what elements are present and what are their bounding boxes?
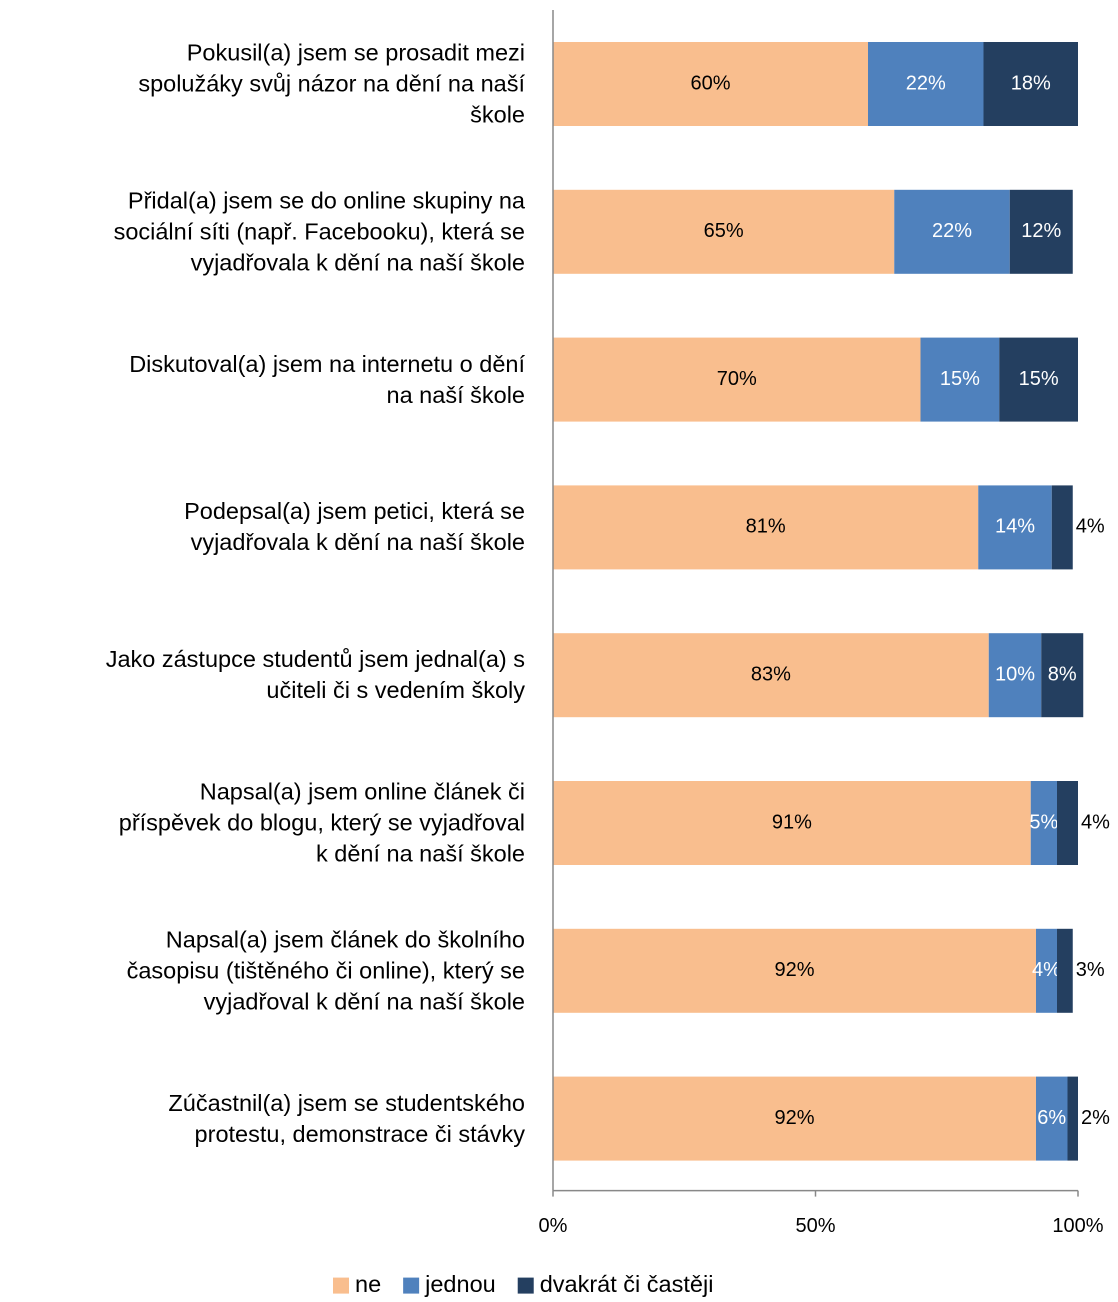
value-label: 15% — [940, 368, 980, 390]
value-label: 92% — [774, 1107, 814, 1129]
bar-segment — [868, 42, 984, 126]
bar-segment — [553, 928, 1036, 1013]
value-label: 10% — [995, 663, 1035, 685]
x-tick-label: 0% — [539, 1215, 568, 1237]
bar-segment — [553, 485, 979, 570]
value-label: 83% — [751, 663, 791, 685]
bar-segment — [1051, 485, 1073, 570]
bar-segment — [983, 42, 1078, 126]
bar-segment — [553, 781, 1031, 865]
value-label: 12% — [1021, 220, 1061, 242]
category-label: Diskutoval(a) jsem na internetu o dění n… — [129, 350, 525, 408]
category-label: Podepsal(a) jsem petici, která se vyjadř… — [184, 498, 525, 556]
value-label: 91% — [772, 811, 812, 833]
bar-segment — [1067, 1076, 1078, 1161]
bar-segment — [553, 337, 921, 422]
value-label: 15% — [1019, 368, 1059, 390]
bar-segment — [999, 337, 1078, 422]
category-label: Napsal(a) jsem článek do školního časopi… — [126, 926, 525, 1015]
value-label: 92% — [774, 959, 814, 981]
bar-segment — [1036, 1076, 1068, 1161]
value-label: 4% — [1032, 959, 1061, 981]
value-label: 4% — [1081, 811, 1110, 833]
value-label: 5% — [1029, 811, 1058, 833]
value-label: 4% — [1076, 516, 1105, 538]
bar-segment — [553, 1076, 1036, 1161]
bar-segment — [978, 485, 1052, 570]
bar-segment — [920, 337, 1000, 422]
category-label: Přidal(a) jsem se do online skupiny na s… — [113, 187, 525, 276]
bar-segment — [1036, 928, 1057, 1013]
value-label: 18% — [1011, 72, 1051, 94]
value-label: 70% — [717, 368, 757, 390]
legend-swatch — [403, 1277, 420, 1294]
value-label: 6% — [1037, 1107, 1066, 1129]
bar-segment — [1009, 189, 1073, 274]
category-label: Zúčastnil(a) jsem se studentského protes… — [168, 1089, 525, 1147]
value-label: 81% — [746, 516, 786, 538]
value-label: 2% — [1081, 1107, 1110, 1129]
bar-segment — [1057, 928, 1073, 1013]
value-label: 3% — [1076, 959, 1105, 981]
value-label: 8% — [1048, 663, 1077, 685]
legend-label: jednou — [424, 1271, 496, 1297]
bar-segment — [553, 42, 868, 126]
x-tick-label: 50% — [795, 1215, 835, 1237]
category-label: Jako zástupce studentů jsem jednal(a) s … — [105, 646, 525, 704]
category-label: Napsal(a) jsem online článek či příspěve… — [118, 778, 525, 867]
bar-segment — [1041, 633, 1084, 718]
value-label: 22% — [932, 220, 972, 242]
bar-segment — [988, 633, 1042, 718]
x-tick-label: 100% — [1052, 1215, 1103, 1237]
value-label: 22% — [906, 72, 946, 94]
legend-swatch — [333, 1277, 349, 1294]
bar-segment — [553, 633, 989, 718]
bar-segment — [1057, 781, 1078, 865]
bar-segment — [894, 189, 1010, 274]
category-label: Pokusil(a) jsem se prosadit mezi spolužá… — [138, 39, 525, 128]
value-label: 14% — [995, 516, 1035, 538]
value-label: 60% — [690, 72, 730, 94]
bar-segment — [553, 189, 895, 274]
legend-swatch — [517, 1277, 534, 1294]
bar-segment — [1030, 781, 1057, 865]
legend-label: dvakrát či častěji — [540, 1271, 714, 1297]
legend-label: ne — [355, 1271, 381, 1297]
value-label: 65% — [704, 220, 744, 242]
